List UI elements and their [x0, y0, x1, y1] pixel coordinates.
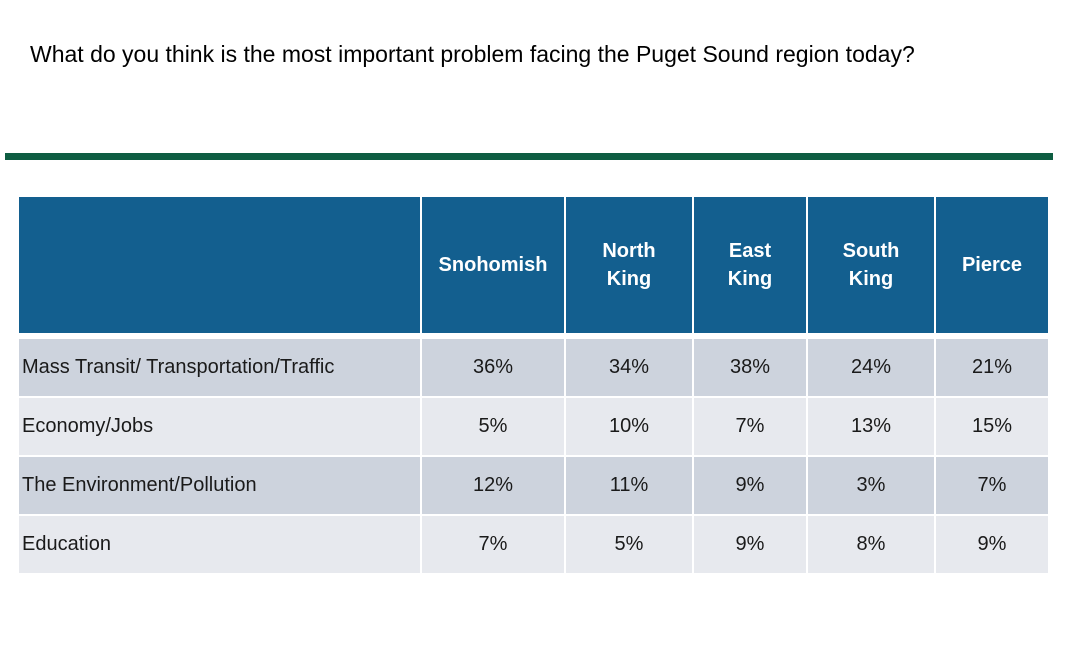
table-cell: 38%	[693, 336, 808, 398]
column-header-label: Snohomish	[438, 254, 548, 276]
table-cell: 21%	[935, 336, 1048, 398]
table-cell: 8%	[807, 515, 936, 575]
header-corner-cell	[19, 197, 422, 339]
column-header-pierce: Pierce	[935, 197, 1048, 339]
column-header-label: Pierce	[961, 254, 1023, 276]
column-header-label: North King	[602, 240, 656, 290]
table-cell: 3%	[807, 456, 936, 516]
row-label: Mass Transit/ Transportation/Traffic	[19, 336, 422, 398]
column-header-label: East King	[727, 240, 773, 290]
column-header-east-king: East King	[693, 197, 808, 339]
table-row: The Environment/Pollution 12% 11% 9% 3% …	[19, 456, 1048, 516]
table-cell: 7%	[421, 515, 566, 575]
table-cell: 5%	[421, 397, 566, 457]
table-cell: 15%	[935, 397, 1048, 457]
table-row: Economy/Jobs 5% 10% 7% 13% 15%	[19, 397, 1048, 457]
table-header-row: Snohomish North King East King South Kin…	[19, 197, 1048, 339]
table-cell: 9%	[693, 456, 808, 516]
table-row: Mass Transit/ Transportation/Traffic 36%…	[19, 336, 1048, 398]
table-cell: 7%	[693, 397, 808, 457]
table-cell: 24%	[807, 336, 936, 398]
row-label: Education	[19, 515, 422, 575]
row-label: Economy/Jobs	[19, 397, 422, 457]
column-header-snohomish: Snohomish	[421, 197, 566, 339]
table-cell: 36%	[421, 336, 566, 398]
column-header-north-king: North King	[565, 197, 694, 339]
table-cell: 9%	[693, 515, 808, 575]
page-title: What do you think is the most important …	[30, 41, 915, 67]
table-cell: 34%	[565, 336, 694, 398]
table-cell: 11%	[565, 456, 694, 516]
table-cell: 13%	[807, 397, 936, 457]
table-cell: 7%	[935, 456, 1048, 516]
column-header-south-king: South King	[807, 197, 936, 339]
table-cell: 12%	[421, 456, 566, 516]
table-row: Education 7% 5% 9% 8% 9%	[19, 515, 1048, 575]
table-cell: 10%	[565, 397, 694, 457]
row-label: The Environment/Pollution	[19, 456, 422, 516]
table-cell: 5%	[565, 515, 694, 575]
table-cell: 9%	[935, 515, 1048, 575]
column-header-label: South King	[842, 240, 900, 290]
results-table: Snohomish North King East King South Kin…	[19, 197, 1048, 575]
divider-rule	[5, 153, 1053, 160]
